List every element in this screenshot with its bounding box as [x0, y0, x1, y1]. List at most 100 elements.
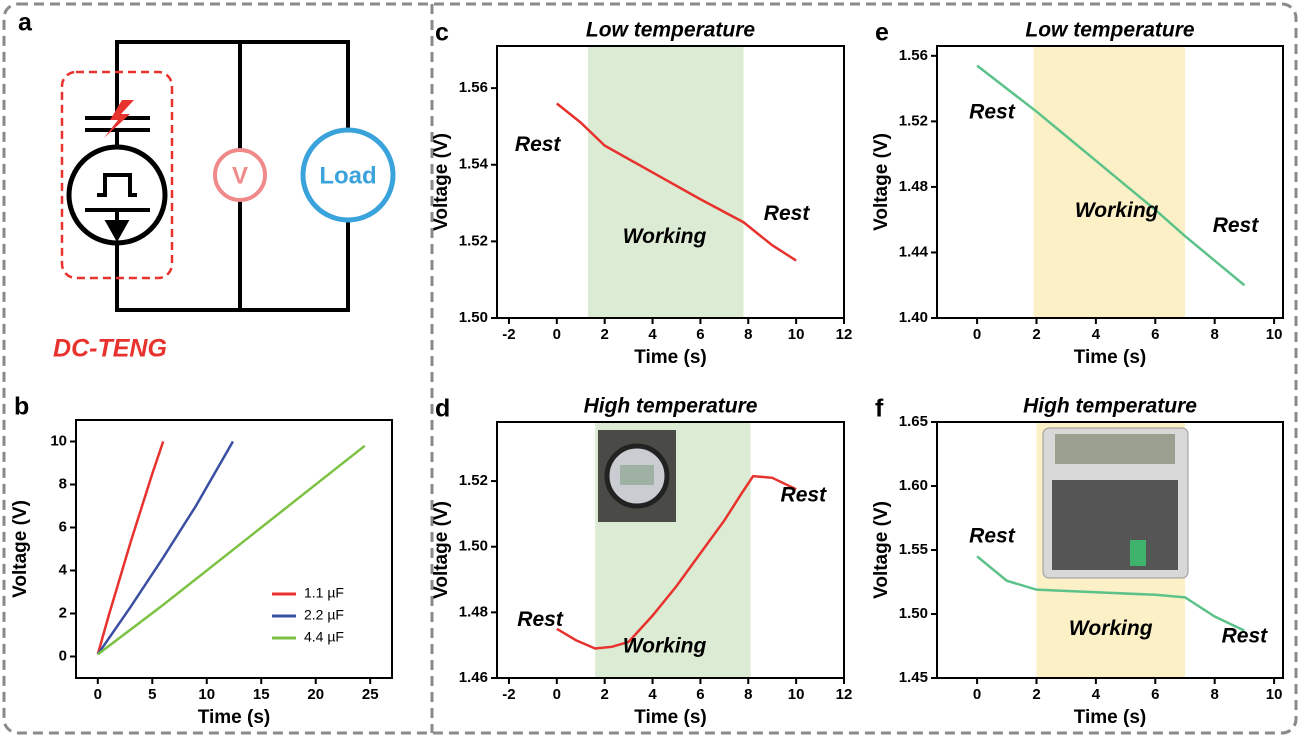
chart-title: Low temperature — [586, 19, 756, 42]
x-tick-label: 8 — [744, 686, 752, 703]
x-tick-label: 12 — [836, 326, 853, 343]
x-tick-label: -2 — [502, 686, 515, 703]
y-tick-label: 1.56 — [459, 79, 488, 96]
x-tick-label: 2 — [601, 686, 609, 703]
x-tick-label: 6 — [696, 326, 704, 343]
legend-label: 2.2 µF — [304, 607, 344, 623]
y-tick-label: 10 — [50, 432, 67, 449]
calculator-photo — [1042, 427, 1189, 579]
y-axis-label: Voltage (V) — [871, 133, 892, 231]
source-box — [60, 70, 174, 280]
annotation: Working — [623, 225, 707, 248]
shaded-region — [1033, 46, 1185, 318]
data-line — [97, 444, 366, 656]
y-tick-label: 2 — [59, 604, 67, 621]
plot-frame — [75, 419, 393, 679]
y-tick-label: 1.54 — [459, 156, 489, 173]
x-tick-label: 8 — [1211, 326, 1219, 343]
load — [300, 127, 396, 223]
annotation: Working — [1069, 617, 1153, 640]
x-axis-label: Time (s) — [1074, 707, 1147, 728]
panel-label: e — [875, 19, 889, 47]
x-tick-label: 10 — [1266, 326, 1283, 343]
y-tick-label: 0 — [59, 647, 67, 664]
annotation: Rest — [1222, 625, 1269, 648]
x-tick-label: 15 — [253, 686, 270, 703]
y-tick-label: 1.50 — [459, 309, 488, 326]
plot-frame — [936, 421, 1284, 679]
annotation: Rest — [517, 608, 564, 631]
x-tick-label: 4 — [648, 326, 657, 343]
x-tick-label: 20 — [307, 686, 324, 703]
data-line — [556, 102, 797, 262]
y-tick-label: 1.48 — [899, 178, 928, 195]
panel-label: f — [875, 395, 884, 423]
x-tick-label: 4 — [648, 686, 657, 703]
x-tick-label: 4 — [1092, 326, 1101, 343]
x-tick-label: 6 — [1151, 686, 1159, 703]
y-tick-label: 1.50 — [899, 605, 928, 622]
x-tick-label: 8 — [1211, 686, 1219, 703]
chart-title: High temperature — [1023, 395, 1197, 418]
panel-label: d — [435, 395, 450, 423]
y-tick-label: 1.44 — [899, 243, 929, 260]
x-axis-label: Time (s) — [1074, 347, 1147, 368]
voltmeter — [213, 148, 267, 202]
panel-label: c — [435, 19, 449, 47]
x-tick-label: 0 — [973, 686, 981, 703]
y-tick-label: 1.40 — [899, 309, 928, 326]
x-tick-label: 2 — [1032, 686, 1040, 703]
y-tick-label: 4 — [59, 561, 68, 578]
y-tick-label: 1.52 — [899, 112, 928, 129]
x-axis-label: Time (s) — [634, 707, 707, 728]
y-tick-label: 1.60 — [899, 477, 928, 494]
x-tick-label: 5 — [148, 686, 156, 703]
x-tick-label: 12 — [836, 686, 853, 703]
data-line — [976, 64, 1246, 287]
annotation: Rest — [515, 133, 562, 156]
annotation: Working — [1075, 199, 1159, 222]
shaded-region — [587, 46, 744, 318]
data-line — [556, 474, 797, 650]
legend-label: 4.4 µF — [304, 629, 344, 645]
data-line — [96, 441, 165, 655]
annotation: Rest — [1213, 214, 1260, 237]
x-tick-label: 0 — [94, 686, 102, 703]
plot-frame — [936, 45, 1284, 319]
y-tick-label: 1.48 — [459, 603, 488, 620]
y-axis-label: Voltage (V) — [871, 501, 892, 599]
y-tick-label: 1.45 — [899, 669, 928, 686]
chart-title: High temperature — [584, 395, 758, 418]
x-tick-label: 10 — [198, 686, 215, 703]
legend-label: 1.1 µF — [304, 585, 344, 601]
x-tick-label: 4 — [1092, 686, 1101, 703]
y-tick-label: 1.46 — [459, 669, 488, 686]
y-tick-label: 1.52 — [459, 472, 488, 489]
y-tick-label: 6 — [59, 518, 67, 535]
x-tick-label: 2 — [601, 326, 609, 343]
x-tick-label: 8 — [744, 326, 752, 343]
annotation: Working — [623, 634, 707, 657]
x-tick-label: 6 — [696, 686, 704, 703]
y-tick-label: 1.52 — [459, 232, 488, 249]
panel-label: b — [14, 393, 29, 421]
x-tick-label: 10 — [1266, 686, 1283, 703]
y-tick-label: 1.56 — [899, 47, 928, 64]
y-tick-label: 8 — [59, 475, 67, 492]
x-tick-label: 25 — [362, 686, 379, 703]
data-line — [976, 555, 1245, 632]
x-tick-label: 0 — [553, 686, 561, 703]
watch-photo — [598, 430, 676, 522]
device-name: DC-TENG — [53, 335, 167, 363]
plot-frame — [496, 421, 845, 679]
y-tick-label: 1.65 — [899, 413, 928, 430]
x-tick-label: 10 — [788, 686, 805, 703]
annotation: Rest — [969, 525, 1016, 548]
y-tick-label: 1.55 — [899, 541, 928, 558]
plot-frame — [496, 45, 845, 319]
y-axis-label: Voltage (V) — [10, 500, 31, 598]
x-tick-label: -2 — [502, 326, 515, 343]
load-label: Load — [319, 162, 376, 189]
x-tick-label: 6 — [1151, 326, 1159, 343]
